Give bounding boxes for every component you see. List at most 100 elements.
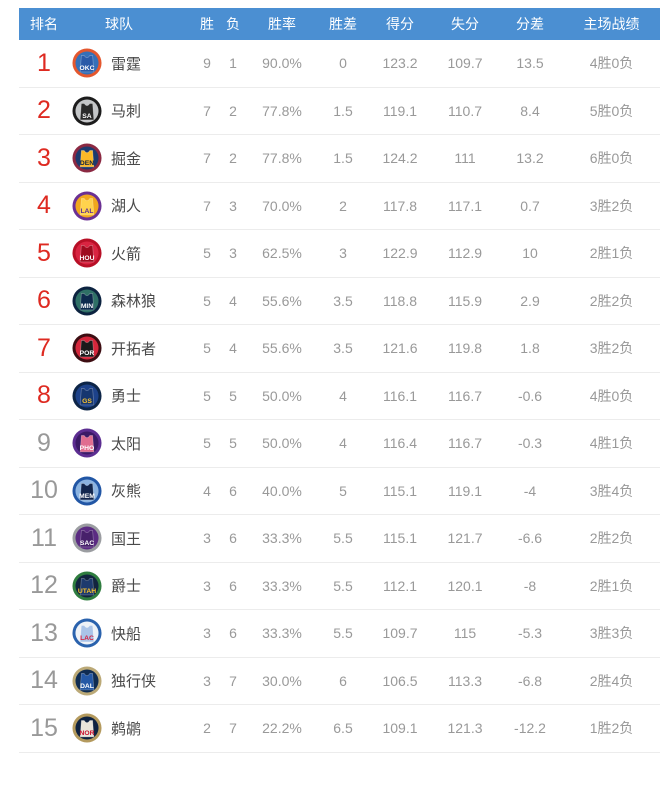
team-name: 雷霆: [111, 55, 142, 73]
rank-number: 10: [30, 476, 58, 505]
points-against-value: 110.7: [448, 102, 482, 119]
points-for-value: 115.1: [383, 530, 417, 547]
column-header-home-record: 主场战绩: [583, 16, 640, 32]
home-record-value: 3胜3负: [589, 625, 634, 642]
standings-table: 排名 球队 胜 负 胜率 胜差 得分 失分 分差 主场战绩 1 OKC 雷霆 9…: [19, 8, 660, 753]
wins-value: 5: [203, 292, 211, 309]
losses-value: 7: [229, 720, 237, 737]
wins-value: 3: [203, 577, 211, 594]
win-pct-value: 40.0%: [262, 482, 302, 499]
team-link[interactable]: LAL 湖人: [69, 191, 193, 221]
team-link[interactable]: MIN 森林狼: [69, 286, 193, 316]
rank-number: 12: [30, 571, 58, 600]
home-record-value: 2胜2负: [589, 292, 634, 309]
team-link[interactable]: POR 开拓者: [69, 333, 193, 363]
win-pct-value: 55.6%: [262, 292, 302, 309]
column-header-win-pct: 胜率: [268, 16, 296, 32]
losses-value: 2: [229, 102, 237, 119]
losses-value: 2: [229, 150, 237, 167]
wins-value: 3: [203, 530, 211, 547]
team-name: 国王: [111, 530, 142, 548]
svg-text:POR: POR: [80, 350, 95, 357]
losses-value: 6: [229, 577, 237, 594]
point-diff-value: 8.4: [520, 102, 540, 119]
games-behind-value: 5.5: [333, 625, 353, 642]
team-row: 3 DEN 掘金 7 2 77.8% 1.5 124.2 111 13.2 6胜…: [19, 135, 660, 183]
team-logo-icon: HOU: [72, 238, 102, 268]
team-link[interactable]: OKC 雷霆: [69, 48, 193, 78]
losses-value: 5: [229, 387, 237, 404]
svg-text:UTAH: UTAH: [78, 588, 96, 595]
team-row: 11 SAC 国王 3 6 33.3% 5.5 115.1 121.7 -6.6…: [19, 515, 660, 563]
losses-value: 4: [229, 292, 237, 309]
points-against-value: 116.7: [448, 387, 482, 404]
team-link[interactable]: UTAH 爵士: [69, 571, 193, 601]
column-header-losses: 负: [226, 16, 240, 32]
svg-text:LAL: LAL: [80, 208, 93, 215]
team-name: 森林狼: [111, 293, 157, 311]
rank-number: 5: [37, 238, 51, 267]
team-link[interactable]: LAC 快船: [69, 618, 193, 648]
team-name: 灰熊: [111, 483, 142, 501]
team-link[interactable]: NOR 鹈鹕: [69, 713, 193, 743]
team-name: 勇士: [111, 388, 142, 406]
points-against-value: 112.9: [448, 245, 482, 262]
team-name: 独行侠: [111, 673, 157, 691]
svg-text:DAL: DAL: [80, 683, 94, 690]
wins-value: 7: [203, 150, 211, 167]
team-link[interactable]: GS 勇士: [69, 381, 193, 411]
team-name: 湖人: [111, 198, 142, 216]
points-against-value: 120.1: [447, 577, 483, 594]
team-link[interactable]: SAC 国王: [69, 523, 193, 553]
win-pct-value: 50.0%: [262, 387, 302, 404]
team-link[interactable]: HOU 火箭: [69, 238, 193, 268]
points-for-value: 116.4: [383, 435, 417, 452]
home-record-value: 3胜4负: [589, 482, 634, 499]
column-header-point-diff: 分差: [516, 16, 544, 32]
win-pct-value: 30.0%: [262, 672, 302, 689]
wins-value: 5: [203, 387, 211, 404]
column-header-wins: 胜: [200, 16, 214, 32]
home-record-value: 2胜4负: [589, 672, 634, 689]
team-link[interactable]: SA 马刺: [69, 96, 193, 126]
losses-value: 6: [229, 482, 237, 499]
home-record-value: 3胜2负: [589, 340, 634, 357]
win-pct-value: 50.0%: [262, 435, 302, 452]
point-diff-value: 2.9: [520, 292, 540, 309]
team-logo-icon: NOR: [72, 713, 102, 743]
points-for-value: 109.1: [382, 720, 418, 737]
rank-number: 6: [37, 286, 51, 315]
column-header-rank: 排名: [30, 16, 58, 32]
rank-number: 8: [37, 381, 51, 410]
team-logo-icon: LAC: [72, 618, 102, 648]
team-link[interactable]: PHO 太阳: [69, 428, 193, 458]
wins-value: 7: [203, 102, 211, 119]
team-logo-icon: SAC: [72, 523, 102, 553]
wins-value: 3: [203, 625, 211, 642]
wins-value: 9: [203, 55, 211, 72]
losses-value: 3: [229, 197, 237, 214]
home-record-value: 4胜1负: [589, 435, 634, 452]
games-behind-value: 4: [339, 387, 347, 404]
team-logo-icon: PHO: [72, 428, 102, 458]
team-link[interactable]: MEM 灰熊: [69, 476, 193, 506]
point-diff-value: -0.6: [517, 387, 543, 404]
team-name: 火箭: [111, 245, 142, 263]
home-record-value: 4胜0负: [589, 387, 634, 404]
points-for-value: 122.9: [382, 245, 418, 262]
team-row: 10 MEM 灰熊 4 6 40.0% 5 115.1 119.1 -4 3胜4…: [19, 468, 660, 515]
home-record-value: 6胜0负: [589, 150, 634, 167]
team-link[interactable]: DAL 独行侠: [69, 666, 193, 696]
games-behind-value: 0: [339, 55, 347, 72]
points-for-value: 123.2: [382, 55, 418, 72]
points-against-value: 116.7: [448, 435, 482, 452]
svg-text:LAC: LAC: [80, 635, 94, 642]
team-link[interactable]: DEN 掘金: [69, 143, 193, 173]
point-diff-value: 0.7: [520, 197, 540, 214]
games-behind-value: 2: [339, 197, 347, 214]
svg-text:HOU: HOU: [80, 255, 95, 262]
team-name: 快船: [111, 625, 142, 643]
points-for-value: 109.7: [382, 625, 418, 642]
rank-number: 7: [37, 333, 51, 362]
svg-text:MIN: MIN: [81, 303, 93, 310]
